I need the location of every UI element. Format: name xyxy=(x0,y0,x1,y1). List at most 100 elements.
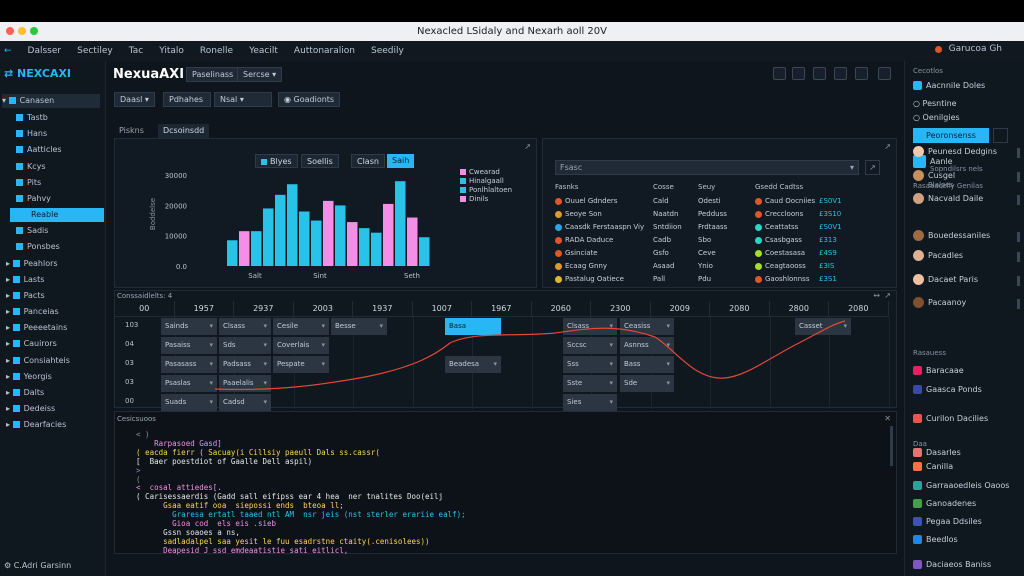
sidebar-item[interactable]: ▸ Consiahteis xyxy=(6,356,70,365)
sidebar-item[interactable]: Pits xyxy=(6,176,41,190)
sidebar-item[interactable]: Reable xyxy=(10,208,104,222)
account-item[interactable]: Aanle xyxy=(913,155,953,168)
code-line[interactable]: Gssn soaoes a ns, xyxy=(127,527,240,537)
link-item[interactable]: Daa Dasarles xyxy=(913,440,961,457)
sidebar-item[interactable]: Ponsbes xyxy=(6,240,60,254)
timeline-column-header[interactable]: 2080 xyxy=(710,301,770,317)
timeline-cell[interactable]: Cadsd ▾ xyxy=(219,394,271,411)
tab-piskns[interactable]: Piskns xyxy=(119,126,144,135)
person-item[interactable]: Peunesd Dedgins xyxy=(913,146,997,157)
chart-bar[interactable] xyxy=(227,240,238,266)
sidebar-item[interactable]: ▸ Panceias xyxy=(6,307,59,316)
share-icon[interactable] xyxy=(855,67,868,80)
close-window-icon[interactable] xyxy=(6,27,14,35)
refresh-icon[interactable] xyxy=(773,67,786,80)
sidebar-item[interactable]: ▸ Dearfacies xyxy=(6,420,67,429)
code-line[interactable]: ( eacda fierr ( Sacuay(i Cillsiy paeull … xyxy=(127,447,380,457)
timeline-cell[interactable]: Sde ▾ xyxy=(620,375,674,392)
code-line[interactable]: sadladalpel saa yesit le fuu esadrstne c… xyxy=(127,536,430,546)
timeline-column-header[interactable]: 2800 xyxy=(769,301,829,317)
search-input[interactable]: Fsasc ▾ xyxy=(555,160,859,175)
timeline-cell[interactable]: Sies ▾ xyxy=(563,394,617,411)
tab-dcsoinsdd[interactable]: Dcsoinsdd xyxy=(158,124,210,138)
menu-item[interactable]: Yeacilt xyxy=(249,46,278,56)
person-item[interactable]: Pacaanoy xyxy=(913,297,966,308)
code-line[interactable]: Graresa ertatl taaed ntl AM nsr jeis (ns… xyxy=(127,510,466,520)
primary-button[interactable]: Peoronsenss xyxy=(913,128,989,143)
timeline-cell[interactable]: Padsass ▾ xyxy=(219,356,271,373)
chart-tab[interactable]: Soellis xyxy=(301,154,339,168)
menu-item[interactable]: Yitalo xyxy=(159,46,184,56)
person-item[interactable]: Nacvald Daile xyxy=(913,193,983,204)
person-item[interactable]: Bouedessaniles xyxy=(913,230,990,241)
timeline-cell[interactable]: Besse ▾ xyxy=(331,318,387,335)
maximize-window-icon[interactable] xyxy=(30,27,38,35)
filter-button[interactable]: Pdhahes xyxy=(163,92,211,107)
timeline-cell[interactable]: Sccsc ▾ xyxy=(563,337,617,354)
sidebar-item[interactable]: Aatticles xyxy=(6,143,62,157)
timeline-cell[interactable]: Suads ▾ xyxy=(161,394,217,411)
table-header[interactable]: Seuy xyxy=(698,183,716,191)
code-line[interactable]: > xyxy=(127,465,150,475)
sidebar-item[interactable]: ▸ Peahlors xyxy=(6,259,58,268)
link-item[interactable]: Garraaoedleis Oaoos xyxy=(913,481,1009,490)
chart-tab[interactable]: Saih xyxy=(387,154,415,168)
person-item[interactable]: Pacadles xyxy=(913,250,963,261)
timeline-cell[interactable]: Pespate ▾ xyxy=(273,356,329,373)
menu-item[interactable]: Seedily xyxy=(370,46,404,56)
menu-item[interactable]: Tac xyxy=(128,46,144,56)
chart-bar[interactable] xyxy=(359,228,370,266)
timeline-cell[interactable]: Casset ▾ xyxy=(795,318,851,335)
link-item[interactable]: Ganoadenes xyxy=(913,499,976,508)
filter-dropdown[interactable]: Nsal ▾ xyxy=(214,92,272,107)
timeline-cell[interactable]: Sss ▾ xyxy=(563,356,617,373)
timeline-column-header[interactable]: 2009 xyxy=(650,301,710,317)
menu-item[interactable]: Ronelle xyxy=(199,46,234,56)
menu-item[interactable]: Auttonaralion xyxy=(293,46,355,56)
chart-bar[interactable] xyxy=(323,200,334,266)
timeline-cell[interactable]: Cesile ▾ xyxy=(273,318,329,335)
minimize-window-icon[interactable] xyxy=(18,27,26,35)
filter-button[interactable]: ◉ Goadionts xyxy=(278,92,341,107)
chart-tab[interactable]: Clasn xyxy=(351,154,385,168)
code-line[interactable]: < ) xyxy=(127,430,150,439)
sidebar-item[interactable]: Sadis xyxy=(6,224,48,238)
table-header[interactable]: Gsedd Cadtss xyxy=(755,183,804,191)
chart-bar[interactable] xyxy=(299,211,310,266)
link-item[interactable]: Curilon Dacilies xyxy=(913,414,988,423)
collapse-icon[interactable]: ↗ xyxy=(524,142,531,151)
link-item[interactable]: Beedlos xyxy=(913,535,958,544)
sidebar-item[interactable]: Kcys xyxy=(6,160,46,174)
sidebar-item[interactable]: Pahvy xyxy=(6,192,51,206)
table-header[interactable]: Fasnks xyxy=(555,183,579,191)
timeline-cell[interactable]: Psaslas ▾ xyxy=(161,375,217,392)
option-radio[interactable]: ○ Oenilgies xyxy=(913,113,960,122)
person-item[interactable]: Cusgel Blalpes xyxy=(913,170,955,189)
copy-icon[interactable] xyxy=(792,67,805,80)
link-item[interactable]: Baracaae xyxy=(913,366,964,375)
code-line[interactable]: Gsaa eatif ooa siepossi ends bteoa ll; xyxy=(127,501,344,511)
chart-bar[interactable] xyxy=(251,231,262,266)
person-item[interactable]: Dacaet Paris xyxy=(913,274,978,285)
code-line[interactable]: Deapesid J ssd emdeaatistie sati eitlicl… xyxy=(127,545,349,555)
timeline-column-header[interactable]: 00 xyxy=(115,301,175,317)
option-radio[interactable]: ○ Pesntine xyxy=(913,99,957,108)
menu-item[interactable]: Sectiley xyxy=(77,46,113,56)
chart-bar[interactable] xyxy=(407,217,418,266)
timeline-cell[interactable]: Paaelalis ▾ xyxy=(219,375,271,392)
sidebar-item[interactable]: ▸ Lasts xyxy=(6,275,45,284)
code-line[interactable]: Rarpasoed Gasd] xyxy=(127,438,222,448)
chart-bar[interactable] xyxy=(347,222,358,266)
toolbar-button[interactable]: Paselinass xyxy=(186,67,240,82)
chart-bar[interactable] xyxy=(263,208,274,266)
toolbar-dropdown[interactable]: Sercse ▾ xyxy=(237,67,283,82)
settings-icon[interactable] xyxy=(993,128,1008,143)
timeline-column-header[interactable]: 2060 xyxy=(531,301,591,317)
link-item[interactable]: Pegaa Ddsiles xyxy=(913,517,982,526)
timeline-column-header[interactable]: 1007 xyxy=(412,301,472,317)
collapse-icon[interactable]: ↗ xyxy=(884,142,891,151)
link-item[interactable]: Gaasca Ponds xyxy=(913,385,982,394)
sidebar-item[interactable]: ▸ Yeorgis xyxy=(6,372,52,381)
move-icon[interactable]: ↔ xyxy=(873,291,880,300)
more-icon[interactable] xyxy=(878,67,891,80)
